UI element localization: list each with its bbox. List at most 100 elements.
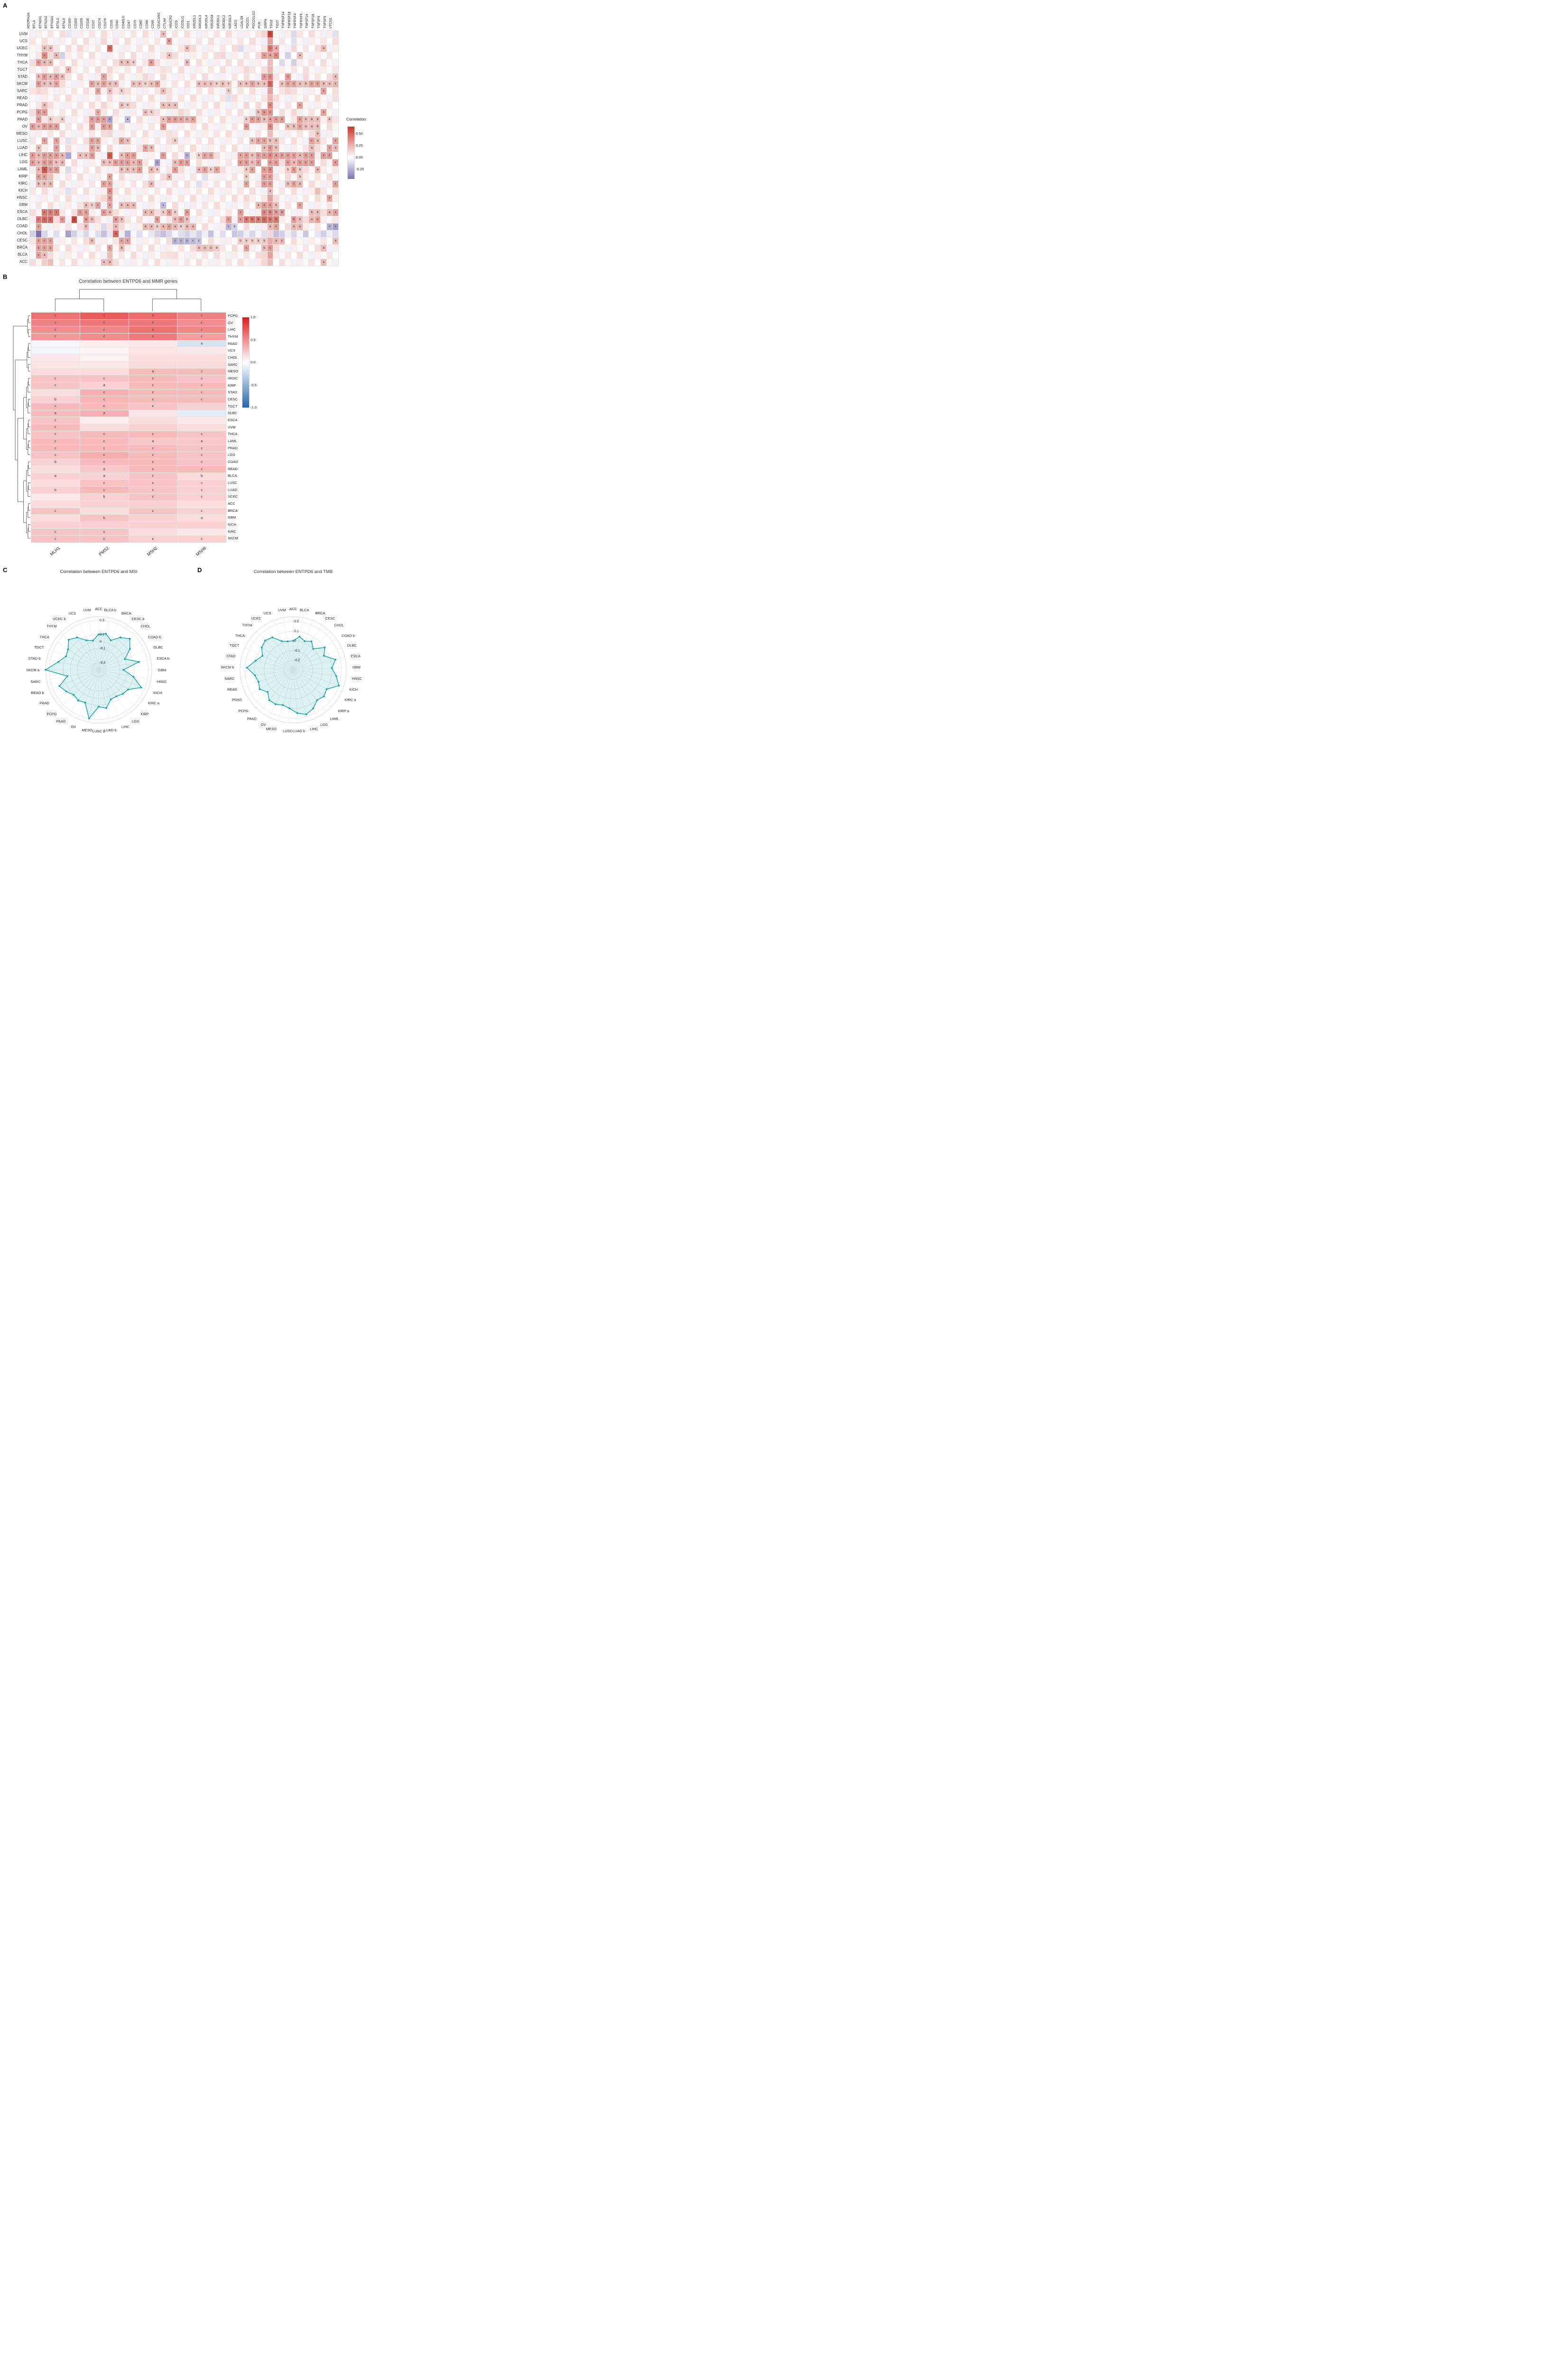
heatmap-cell bbox=[77, 66, 83, 74]
heatmap-cell bbox=[80, 347, 129, 354]
heatmap-cell bbox=[214, 159, 220, 166]
heatmap-cell bbox=[113, 209, 119, 216]
heatmap-cell: c bbox=[267, 180, 273, 187]
radar-point bbox=[58, 685, 61, 687]
heatmap-cell bbox=[202, 123, 208, 130]
radar-spoke bbox=[98, 669, 129, 714]
heatmap-cell bbox=[77, 180, 83, 187]
heatmap-cell: b bbox=[250, 237, 255, 244]
heatmap-cell bbox=[291, 59, 297, 66]
heatmap-cell bbox=[202, 223, 208, 230]
heatmap-cell bbox=[54, 195, 59, 202]
heatmap-cell: a bbox=[238, 81, 243, 88]
heatmap-cell bbox=[36, 138, 42, 145]
heatmap-cell bbox=[101, 173, 107, 180]
heatmap-cell bbox=[243, 230, 250, 237]
radar-point bbox=[264, 639, 266, 642]
heatmap-cell bbox=[255, 223, 261, 230]
heatmap-cell bbox=[59, 81, 65, 88]
heatmap-cell: c bbox=[31, 424, 80, 431]
heatmap-cell bbox=[65, 95, 71, 102]
heatmap-cell bbox=[71, 74, 77, 81]
heatmap-cell bbox=[160, 45, 166, 52]
heatmap-cell: c bbox=[255, 152, 261, 159]
heatmap-cell: c bbox=[279, 116, 285, 123]
heatmap-cell bbox=[202, 209, 208, 216]
heatmap-cell: b bbox=[172, 159, 178, 166]
heatmap-cell bbox=[214, 95, 220, 102]
heatmap-cell: a bbox=[297, 52, 303, 59]
heatmap-cell: c bbox=[54, 74, 59, 81]
heatmap-cell bbox=[315, 223, 321, 230]
heatmap-cell: b bbox=[214, 244, 220, 251]
heatmap-cell bbox=[214, 145, 220, 152]
heatmap-cell bbox=[232, 52, 238, 59]
heatmap-cell bbox=[238, 123, 243, 130]
heatmap-cell bbox=[95, 52, 101, 59]
heatmap-cell bbox=[273, 259, 279, 266]
heatmap-cell bbox=[83, 230, 89, 237]
heatmap-cell bbox=[250, 59, 255, 66]
heatmap-cell bbox=[101, 138, 107, 145]
heatmap-a-column-label: HAVCR2 bbox=[169, 15, 173, 28]
heatmap-cell bbox=[142, 66, 148, 74]
heatmap-cell: c bbox=[30, 123, 36, 130]
heatmap-b-row-label: DLBC bbox=[228, 411, 238, 416]
heatmap-cell: c bbox=[31, 417, 80, 424]
heatmap-cell bbox=[172, 31, 178, 38]
heatmap-cell bbox=[166, 45, 172, 52]
heatmap-cell: c bbox=[243, 180, 250, 187]
heatmap-cell bbox=[160, 66, 166, 74]
heatmap-cell bbox=[65, 152, 71, 159]
heatmap-cell bbox=[166, 230, 172, 237]
heatmap-cell bbox=[89, 166, 95, 173]
heatmap-cell bbox=[309, 223, 315, 230]
heatmap-cell: b bbox=[255, 109, 261, 116]
heatmap-cell bbox=[54, 38, 59, 45]
heatmap-cell bbox=[130, 244, 137, 251]
heatmap-b-row-label: TGCT bbox=[228, 404, 238, 408]
heatmap-cell bbox=[160, 109, 166, 116]
heatmap-cell: b bbox=[54, 159, 59, 166]
heatmap-cell bbox=[297, 45, 303, 52]
heatmap-cell bbox=[285, 102, 291, 109]
heatmap-cell bbox=[178, 45, 184, 52]
radar-category-label: KIRC a bbox=[148, 701, 160, 705]
heatmap-cell: c bbox=[202, 152, 208, 159]
heatmap-cell bbox=[220, 138, 226, 145]
radar-spoke bbox=[61, 669, 99, 708]
heatmap-cell: c bbox=[177, 375, 226, 382]
heatmap-cell: c bbox=[190, 237, 196, 244]
heatmap-cell bbox=[226, 180, 232, 187]
heatmap-cell: b bbox=[107, 159, 113, 166]
heatmap-cell bbox=[214, 74, 220, 81]
heatmap-cell bbox=[303, 74, 309, 81]
heatmap-cell: c bbox=[285, 74, 291, 81]
heatmap-cell: c bbox=[95, 109, 101, 116]
heatmap-cell: a bbox=[77, 152, 83, 159]
heatmap-cell bbox=[208, 38, 214, 45]
heatmap-cell bbox=[178, 202, 184, 209]
heatmap-cell: b bbox=[321, 81, 326, 88]
heatmap-cell bbox=[101, 237, 107, 244]
heatmap-cell: c bbox=[154, 81, 160, 88]
heatmap-cell: c bbox=[291, 152, 297, 159]
heatmap-cell bbox=[226, 66, 232, 74]
heatmap-cell: c bbox=[129, 459, 177, 466]
radar-point bbox=[88, 717, 90, 720]
heatmap-cell: c bbox=[177, 480, 226, 487]
heatmap-cell bbox=[119, 116, 125, 123]
heatmap-cell: a bbox=[220, 81, 226, 88]
heatmap-cell: c bbox=[184, 116, 190, 123]
heatmap-cell bbox=[321, 116, 326, 123]
heatmap-cell bbox=[83, 251, 89, 259]
heatmap-cell bbox=[232, 244, 238, 251]
heatmap-cell bbox=[65, 145, 71, 152]
heatmap-cell bbox=[326, 88, 333, 95]
heatmap-cell bbox=[238, 102, 243, 109]
heatmap-cell: c bbox=[47, 159, 54, 166]
heatmap-cell bbox=[273, 88, 279, 95]
heatmap-cell bbox=[243, 109, 250, 116]
heatmap-cell bbox=[208, 187, 214, 195]
heatmap-a-row-label: UVM bbox=[19, 32, 28, 36]
